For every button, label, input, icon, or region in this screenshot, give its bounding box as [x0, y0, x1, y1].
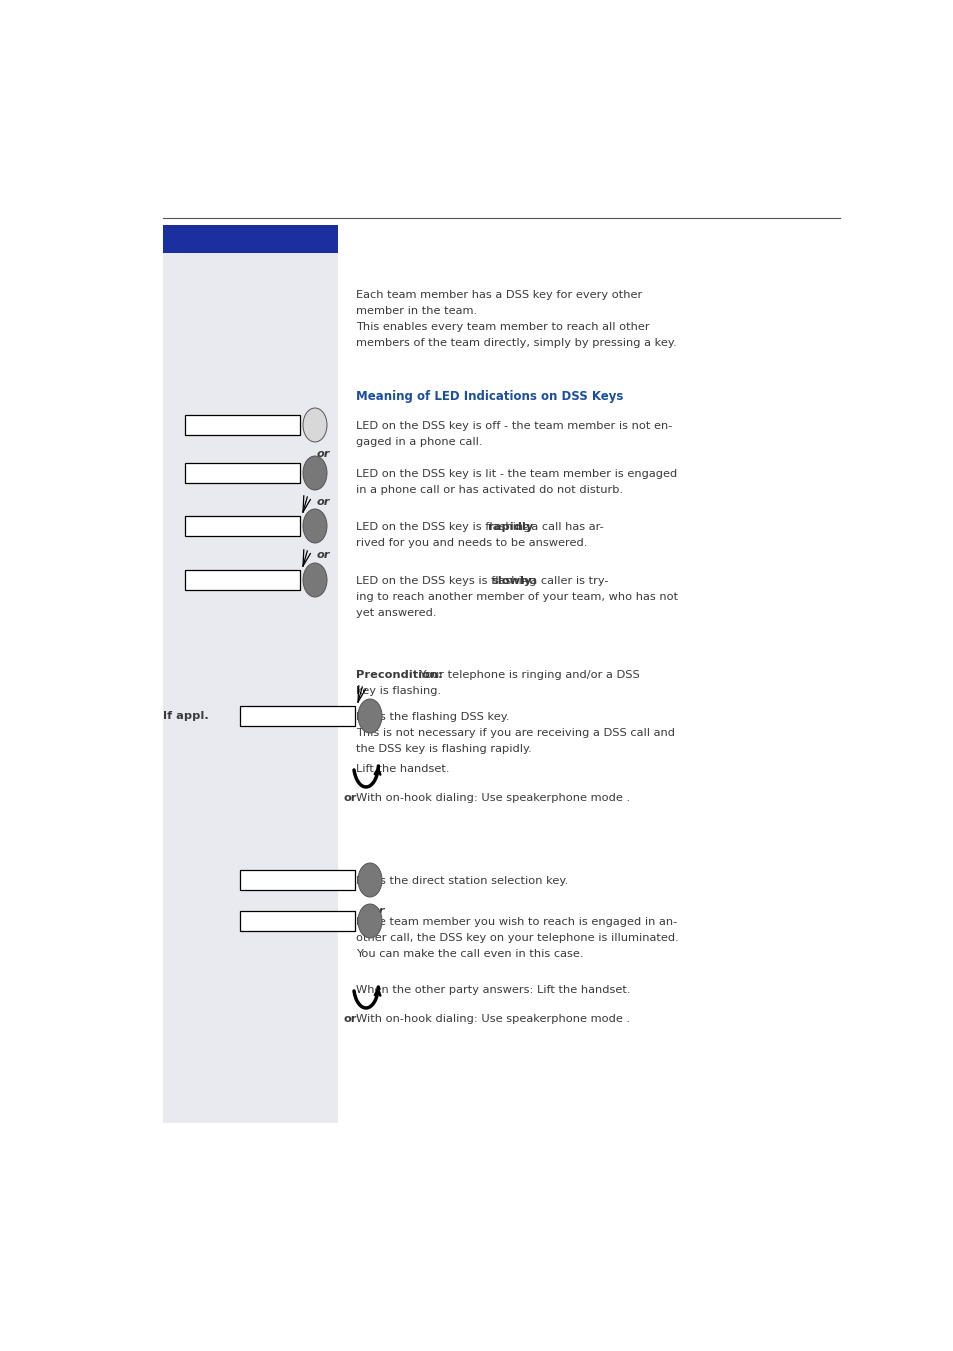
Bar	[163, 226, 337, 253]
Text: other call, the DSS key on your telephone is illuminated.: other call, the DSS key on your telephon…	[355, 934, 678, 943]
Text: or: or	[316, 449, 330, 459]
Text: in a phone call or has activated do not disturb.: in a phone call or has activated do not …	[355, 485, 622, 494]
Text: yet answered.: yet answered.	[355, 608, 436, 617]
Bar	[163, 253, 337, 1123]
Text: This enables every team member to reach all other: This enables every team member to reach …	[355, 322, 649, 332]
Text: rived for you and needs to be answered.: rived for you and needs to be answered.	[355, 538, 587, 549]
Text: - a caller is try-: - a caller is try-	[518, 576, 608, 586]
Bar	[240, 707, 355, 725]
Text: or: or	[343, 793, 356, 802]
Text: members of the team directly, simply by pressing a key.: members of the team directly, simply by …	[355, 338, 676, 349]
Text: When the other party answers: Lift the handset.: When the other party answers: Lift the h…	[355, 985, 630, 994]
Text: Your telephone is ringing and/or a DSS: Your telephone is ringing and/or a DSS	[416, 670, 639, 680]
Bar	[240, 911, 355, 931]
Circle shape	[303, 457, 327, 490]
Text: With on-hook dialing: Use speakerphone mode .: With on-hook dialing: Use speakerphone m…	[355, 793, 630, 802]
Text: gaged in a phone call.: gaged in a phone call.	[355, 436, 482, 447]
Circle shape	[357, 904, 381, 938]
Text: LED on the DSS key is off - the team member is not en-: LED on the DSS key is off - the team mem…	[355, 422, 672, 431]
Text: Meaning of LED Indications on DSS Keys: Meaning of LED Indications on DSS Keys	[355, 390, 622, 403]
Text: If the team member you wish to reach is engaged in an-: If the team member you wish to reach is …	[355, 917, 677, 927]
Text: Each team member has a DSS key for every other: Each team member has a DSS key for every…	[355, 290, 641, 300]
Bar	[185, 463, 299, 484]
Circle shape	[303, 408, 327, 442]
Circle shape	[357, 863, 381, 897]
Text: the DSS key is flashing rapidly.: the DSS key is flashing rapidly.	[355, 744, 531, 754]
Text: member in the team.: member in the team.	[355, 305, 476, 316]
Text: rapidly: rapidly	[487, 521, 533, 532]
Bar	[185, 516, 299, 536]
Text: LED on the DSS key is flashing: LED on the DSS key is flashing	[355, 521, 534, 532]
Circle shape	[357, 698, 381, 734]
Text: This is not necessary if you are receiving a DSS call and: This is not necessary if you are receivi…	[355, 728, 675, 738]
Text: slowly: slowly	[492, 576, 532, 586]
Text: or: or	[371, 907, 385, 916]
Circle shape	[303, 509, 327, 543]
Bar	[185, 570, 299, 590]
Text: key is flashing.: key is flashing.	[355, 686, 440, 696]
Text: ing to reach another member of your team, who has not: ing to reach another member of your team…	[355, 592, 678, 603]
Text: Press the direct station selection key.: Press the direct station selection key.	[355, 875, 568, 886]
Text: or: or	[316, 497, 330, 507]
Text: If appl.: If appl.	[163, 711, 209, 721]
Text: Press the flashing DSS key.: Press the flashing DSS key.	[355, 712, 509, 721]
Text: LED on the DSS key is lit - the team member is engaged: LED on the DSS key is lit - the team mem…	[355, 469, 677, 480]
Text: - a call has ar-: - a call has ar-	[519, 521, 603, 532]
Text: or: or	[343, 1015, 356, 1024]
Circle shape	[303, 563, 327, 597]
Text: Lift the handset.: Lift the handset.	[355, 765, 449, 774]
Bar	[240, 870, 355, 890]
Text: LED on the DSS keys is flashing: LED on the DSS keys is flashing	[355, 576, 539, 586]
Bar	[185, 415, 299, 435]
Text: Precondition:: Precondition:	[355, 670, 442, 680]
Text: You can make the call even in this case.: You can make the call even in this case.	[355, 948, 583, 959]
Text: or: or	[316, 550, 330, 561]
Text: With on-hook dialing: Use speakerphone mode .: With on-hook dialing: Use speakerphone m…	[355, 1015, 630, 1024]
